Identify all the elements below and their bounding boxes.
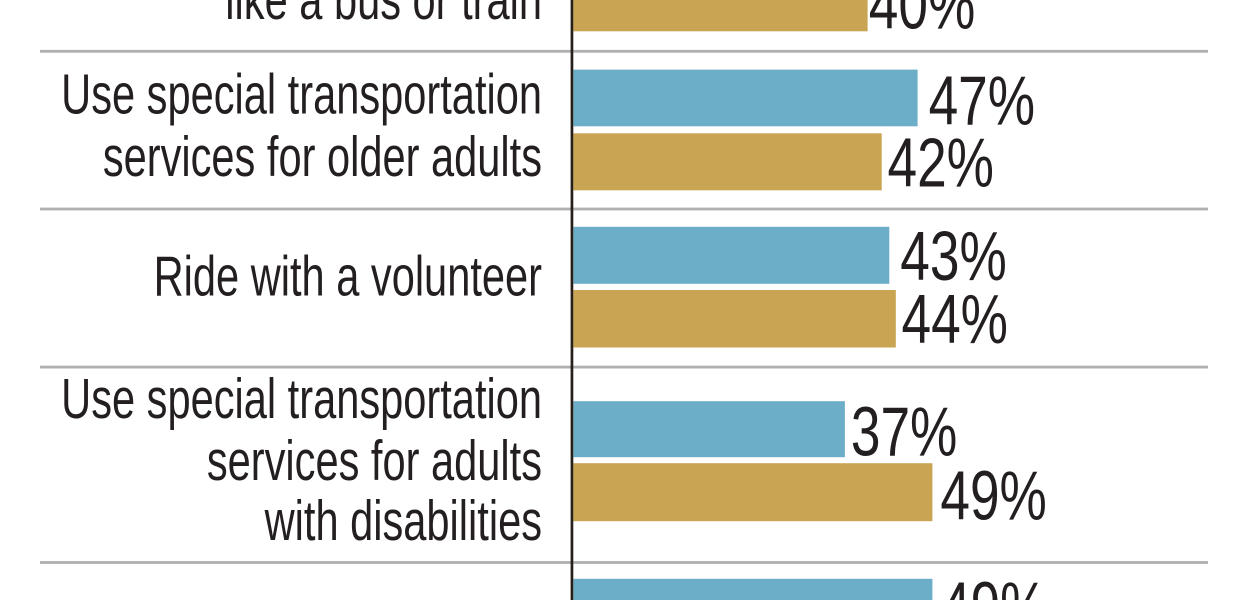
svg-text:43%: 43% bbox=[900, 218, 1006, 296]
svg-text:with disabilities: with disabilities bbox=[264, 489, 542, 553]
svg-text:42%: 42% bbox=[888, 124, 994, 202]
svg-text:like a bus or train: like a bus or train bbox=[225, 0, 542, 32]
svg-text:47%: 47% bbox=[929, 62, 1035, 140]
svg-text:37%: 37% bbox=[851, 394, 957, 472]
svg-text:services for older adults: services for older adults bbox=[103, 125, 542, 189]
svg-text:Ride with a volunteer: Ride with a volunteer bbox=[154, 244, 542, 308]
svg-text:Use special transportation: Use special transportation bbox=[61, 367, 542, 431]
svg-text:44%: 44% bbox=[902, 281, 1008, 359]
svg-text:services for adults: services for adults bbox=[207, 429, 542, 493]
svg-text:Use special transportation: Use special transportation bbox=[61, 62, 542, 126]
svg-text:49%: 49% bbox=[940, 457, 1046, 535]
svg-text:49%: 49% bbox=[941, 569, 1047, 600]
svg-text:40%: 40% bbox=[869, 0, 975, 44]
